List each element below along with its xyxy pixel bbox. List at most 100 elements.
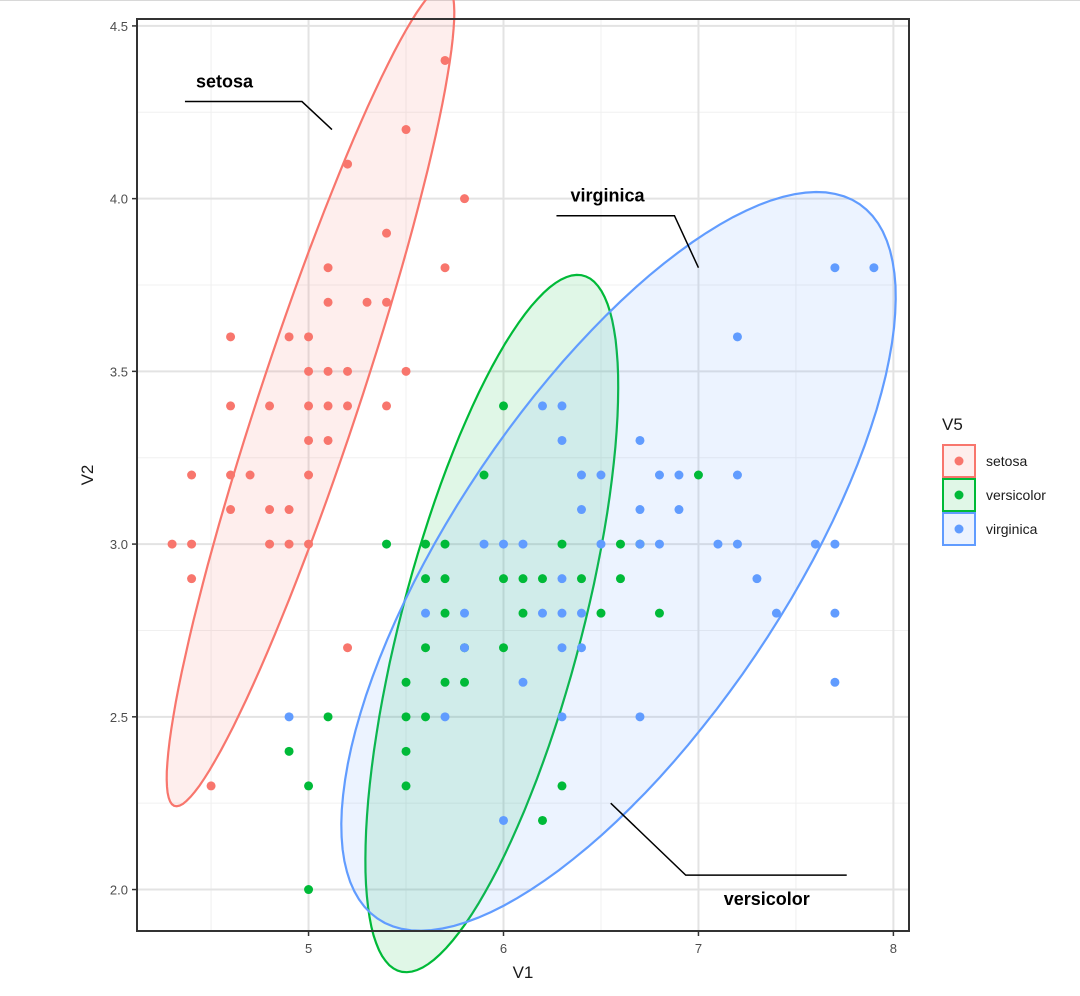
point-setosa xyxy=(323,263,333,273)
point-versicolor xyxy=(596,608,606,618)
point-virginica xyxy=(557,712,567,722)
point-virginica xyxy=(518,677,528,687)
x-tick-label: 5 xyxy=(305,941,312,956)
legend-label-virginica: virginica xyxy=(986,521,1038,537)
point-setosa xyxy=(343,643,353,653)
point-virginica xyxy=(557,643,567,653)
point-virginica xyxy=(596,539,606,549)
point-virginica xyxy=(557,574,567,584)
annotation-label-virginica: virginica xyxy=(570,186,645,206)
legend-item-setosa: setosa xyxy=(942,444,1027,478)
point-versicolor xyxy=(537,574,547,584)
point-setosa xyxy=(304,435,314,445)
point-versicolor xyxy=(440,677,450,687)
point-versicolor xyxy=(499,574,509,584)
point-virginica xyxy=(771,608,781,618)
point-virginica xyxy=(557,608,567,618)
point-setosa xyxy=(265,539,275,549)
point-versicolor xyxy=(499,401,509,411)
point-virginica xyxy=(732,539,742,549)
point-virginica xyxy=(674,505,684,515)
point-virginica xyxy=(674,470,684,480)
point-setosa xyxy=(226,332,236,342)
point-virginica xyxy=(421,608,431,618)
point-versicolor xyxy=(440,608,450,618)
point-setosa xyxy=(284,505,294,515)
point-versicolor xyxy=(518,574,528,584)
point-virginica xyxy=(576,505,586,515)
x-axis-title: V1 xyxy=(513,963,534,982)
point-setosa xyxy=(401,125,411,135)
point-versicolor xyxy=(401,712,411,722)
annotations: setosa versicolor virginica xyxy=(184,72,847,909)
points xyxy=(167,55,879,895)
point-setosa xyxy=(440,55,450,65)
point-versicolor xyxy=(654,608,664,618)
y-tick-label: 3.0 xyxy=(110,537,128,552)
point-versicolor xyxy=(518,608,528,618)
point-setosa xyxy=(343,159,353,169)
point-virginica xyxy=(518,539,528,549)
point-setosa xyxy=(226,470,236,480)
point-virginica xyxy=(635,712,645,722)
point-setosa xyxy=(265,401,275,411)
point-setosa xyxy=(323,401,333,411)
ellipse-virginica xyxy=(340,190,897,932)
point-virginica xyxy=(654,539,664,549)
point-versicolor xyxy=(615,539,625,549)
point-virginica xyxy=(869,263,879,273)
y-axis-title: V2 xyxy=(78,465,97,486)
point-setosa xyxy=(382,401,392,411)
panel-border xyxy=(136,18,910,932)
point-virginica xyxy=(460,608,470,618)
point-virginica xyxy=(537,401,547,411)
point-setosa xyxy=(245,470,255,480)
point-setosa xyxy=(226,401,236,411)
point-virginica xyxy=(635,505,645,515)
point-setosa xyxy=(382,228,392,238)
point-setosa xyxy=(284,539,294,549)
annotation-label-setosa: setosa xyxy=(196,72,254,92)
legend-point-versicolor xyxy=(954,490,964,500)
point-setosa xyxy=(304,332,314,342)
point-versicolor xyxy=(401,781,411,791)
legend-item-versicolor: versicolor xyxy=(942,478,1046,512)
point-virginica xyxy=(537,608,547,618)
axes: 5 6 7 8 2.0 2.5 3.0 3.5 4.0 4.5 xyxy=(110,19,897,956)
point-versicolor xyxy=(615,574,625,584)
point-setosa xyxy=(343,366,353,376)
point-setosa xyxy=(206,781,216,791)
point-versicolor xyxy=(304,781,314,791)
point-virginica xyxy=(499,539,509,549)
point-setosa xyxy=(382,297,392,307)
point-versicolor xyxy=(557,539,567,549)
legend: V5 setosa versicolor virginica xyxy=(942,415,1046,546)
point-setosa xyxy=(323,435,333,445)
y-tick-label: 4.0 xyxy=(110,192,128,207)
point-versicolor xyxy=(304,885,314,895)
legend-item-virginica: virginica xyxy=(942,512,1038,546)
point-virginica xyxy=(732,470,742,480)
point-virginica xyxy=(830,677,840,687)
x-tick-label: 7 xyxy=(695,941,702,956)
point-versicolor xyxy=(323,712,333,722)
point-virginica xyxy=(635,435,645,445)
point-virginica xyxy=(752,574,762,584)
point-virginica xyxy=(576,643,586,653)
point-setosa xyxy=(226,505,236,515)
annotation-line-virginica xyxy=(556,214,700,269)
x-tick-label: 6 xyxy=(500,941,507,956)
point-virginica xyxy=(732,332,742,342)
point-setosa xyxy=(362,297,372,307)
annotation-line-versicolor xyxy=(610,802,847,876)
point-setosa xyxy=(265,505,275,515)
point-virginica xyxy=(284,712,294,722)
point-versicolor xyxy=(440,574,450,584)
point-versicolor xyxy=(576,574,586,584)
point-virginica xyxy=(713,539,723,549)
legend-title: V5 xyxy=(942,415,963,434)
annotation-line-setosa xyxy=(184,100,333,131)
point-virginica xyxy=(635,539,645,549)
point-versicolor xyxy=(499,643,509,653)
